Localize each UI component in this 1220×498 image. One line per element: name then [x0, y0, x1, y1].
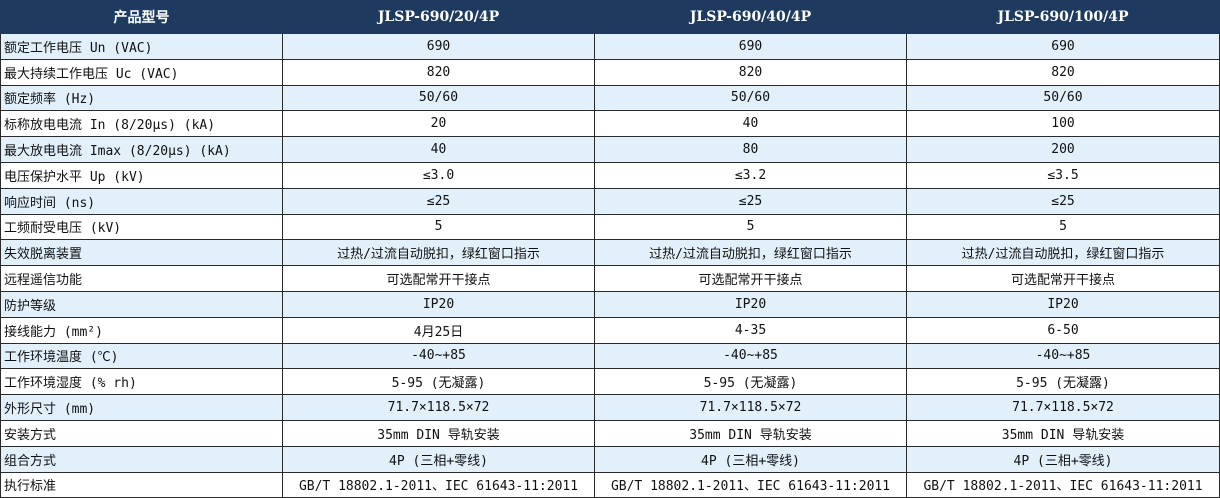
spec-value: 6-50: [906, 316, 1220, 344]
table-row: 组合方式 4P (三相+零线) 4P (三相+零线) 4P (三相+零线): [0, 445, 1220, 473]
spec-value: 4-35: [594, 316, 907, 344]
spec-value: 4P (三相+零线): [594, 445, 907, 473]
table-row: 工频耐受电压 (kV) 5 5 5: [0, 213, 1220, 241]
spec-value: 200: [906, 136, 1220, 163]
spec-value: 过热/过流自动脱扣，绿红窗口指示: [594, 239, 907, 267]
spec-value: IP20: [282, 290, 595, 318]
spec-value: -40~+85: [906, 342, 1220, 370]
spec-value: 100: [906, 110, 1220, 138]
spec-value: 可选配常开干接点: [906, 265, 1220, 292]
table-row: 工作环境湿度 (% rh) 5-95 (无凝露) 5-95 (无凝露) 5-95 (无…: [0, 368, 1220, 396]
spec-value: 50/60: [594, 84, 907, 112]
header-row: 产品型号 JLSP-690/20/4P JLSP-690/40/4P JLSP-690…: [0, 0, 1220, 34]
spec-label: 额定工作电压 Un (VAC): [0, 33, 283, 60]
spec-value: ≤25: [906, 187, 1220, 215]
spec-label: 组合方式: [0, 445, 283, 473]
spec-label: 失效脱离装置: [0, 239, 283, 267]
spec-value: 71.7×118.5×72: [906, 394, 1220, 421]
table-row: 额定工作电压 Un (VAC) 690 690 690: [0, 33, 1220, 60]
spec-value: 5-95 (无凝露): [906, 368, 1220, 396]
spec-label: 防护等级: [0, 290, 283, 318]
spec-value: IP20: [906, 290, 1220, 318]
table-row: 接线能力 (mm²) 4月25日 4-35 6-50: [0, 316, 1220, 344]
spec-value: 5-95 (无凝露): [282, 368, 595, 396]
spec-value: 690: [594, 33, 907, 60]
spec-label: 最大持续工作电压 Uc (VAC): [0, 58, 283, 86]
spec-value: 35mm DIN 导轨安装: [282, 419, 595, 447]
spec-value: 35mm DIN 导轨安装: [594, 419, 907, 447]
spec-label: 执行标准: [0, 471, 283, 498]
spec-value: 820: [906, 58, 1220, 86]
spec-value: GB/T 18802.1-2011、IEC 61643-11:2011: [906, 471, 1220, 498]
table-row: 标称放电电流 In (8/20μs) (kA) 20 40 100: [0, 110, 1220, 138]
spec-value: ≤25: [282, 187, 595, 215]
spec-value: 40: [282, 136, 595, 163]
spec-value: 过热/过流自动脱扣，绿红窗口指示: [906, 239, 1220, 267]
spec-value: 可选配常开干接点: [282, 265, 595, 292]
spec-value: 4月25日: [282, 316, 595, 344]
spec-value: -40~+85: [594, 342, 907, 370]
table-row: 执行标准 GB/T 18802.1-2011、IEC 61643-11:2011 G…: [0, 471, 1220, 498]
spec-label: 标称放电电流 In (8/20μs) (kA): [0, 110, 283, 138]
header-model: JLSP-690/20/4P: [282, 0, 595, 34]
spec-value: 20: [282, 110, 595, 138]
spec-label: 最大放电电流 Imax (8/20μs) (kA): [0, 136, 283, 163]
spec-value: GB/T 18802.1-2011、IEC 61643-11:2011: [282, 471, 595, 498]
spec-value: ≤3.2: [594, 161, 907, 189]
spec-value: 4P (三相+零线): [282, 445, 595, 473]
spec-value: 5: [594, 213, 907, 241]
spec-value: IP20: [594, 290, 907, 318]
table-row: 失效脱离装置 过热/过流自动脱扣，绿红窗口指示 过热/过流自动脱扣，绿红窗口指示 过热…: [0, 239, 1220, 267]
spec-value: 71.7×118.5×72: [594, 394, 907, 421]
spec-value: ≤3.0: [282, 161, 595, 189]
table-row: 电压保护水平 Up (kV) ≤3.0 ≤3.2 ≤3.5: [0, 161, 1220, 189]
spec-label: 工作环境温度 (℃): [0, 342, 283, 370]
spec-label: 外形尺寸 (mm): [0, 394, 283, 421]
spec-label: 工作环境湿度 (% rh): [0, 368, 283, 396]
spec-value: ≤3.5: [906, 161, 1220, 189]
spec-value: 690: [282, 33, 595, 60]
table-row: 工作环境温度 (℃) -40~+85 -40~+85 -40~+85: [0, 342, 1220, 370]
spec-value: 可选配常开干接点: [594, 265, 907, 292]
table-row: 最大放电电流 Imax (8/20μs) (kA) 40 80 200: [0, 136, 1220, 163]
spec-value: 71.7×118.5×72: [282, 394, 595, 421]
table-row: 外形尺寸 (mm) 71.7×118.5×72 71.7×118.5×72 71.7×…: [0, 394, 1220, 421]
spec-value: 5: [906, 213, 1220, 241]
spec-value: 820: [594, 58, 907, 86]
table-row: 安装方式 35mm DIN 导轨安装 35mm DIN 导轨安装 35mm DIN 导…: [0, 419, 1220, 447]
spec-value: 690: [906, 33, 1220, 60]
table-row: 额定频率 (Hz) 50/60 50/60 50/60: [0, 84, 1220, 112]
header-model-label: 产品型号: [0, 0, 283, 34]
spec-value: 50/60: [906, 84, 1220, 112]
spec-label: 工频耐受电压 (kV): [0, 213, 283, 241]
table-row: 响应时间 (ns) ≤25 ≤25 ≤25: [0, 187, 1220, 215]
spec-label: 额定频率 (Hz): [0, 84, 283, 112]
spec-label: 响应时间 (ns): [0, 187, 283, 215]
spec-value: 过热/过流自动脱扣，绿红窗口指示: [282, 239, 595, 267]
table-row: 远程遥信功能 可选配常开干接点 可选配常开干接点 可选配常开干接点: [0, 265, 1220, 292]
spec-value: 820: [282, 58, 595, 86]
spec-label: 电压保护水平 Up (kV): [0, 161, 283, 189]
spec-value: -40~+85: [282, 342, 595, 370]
spec-value: 35mm DIN 导轨安装: [906, 419, 1220, 447]
spec-value: 50/60: [282, 84, 595, 112]
header-model: JLSP-690/40/4P: [594, 0, 907, 34]
table-row: 最大持续工作电压 Uc (VAC) 820 820 820: [0, 58, 1220, 86]
spec-value: 5: [282, 213, 595, 241]
spec-value: GB/T 18802.1-2011、IEC 61643-11:2011: [594, 471, 907, 498]
spec-label: 安装方式: [0, 419, 283, 447]
spec-value: ≤25: [594, 187, 907, 215]
spec-value: 40: [594, 110, 907, 138]
spec-label: 远程遥信功能: [0, 265, 283, 292]
header-model: JLSP-690/100/4P: [906, 0, 1220, 34]
spec-label: 接线能力 (mm²): [0, 316, 283, 344]
table-row: 防护等级 IP20 IP20 IP20: [0, 290, 1220, 318]
spec-value: 80: [594, 136, 907, 163]
spec-value: 4P (三相+零线): [906, 445, 1220, 473]
spec-value: 5-95 (无凝露): [594, 368, 907, 396]
